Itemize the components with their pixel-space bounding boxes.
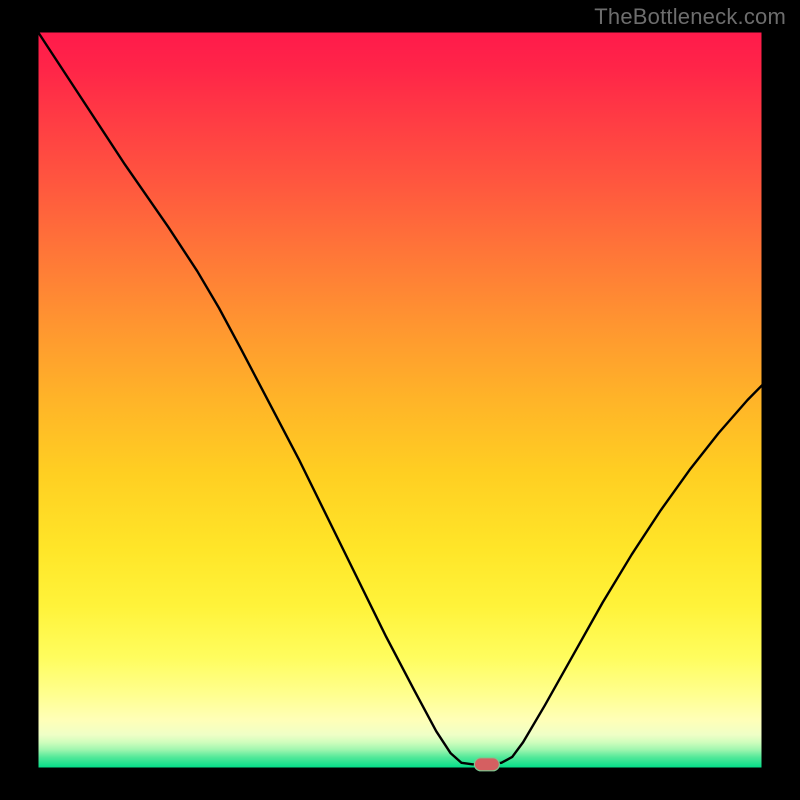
watermark-text: TheBottleneck.com [594,4,786,30]
chart-root: TheBottleneck.com [0,0,800,800]
bottleneck-chart [0,0,800,800]
plot-background [38,32,762,768]
optimum-marker [474,758,499,771]
